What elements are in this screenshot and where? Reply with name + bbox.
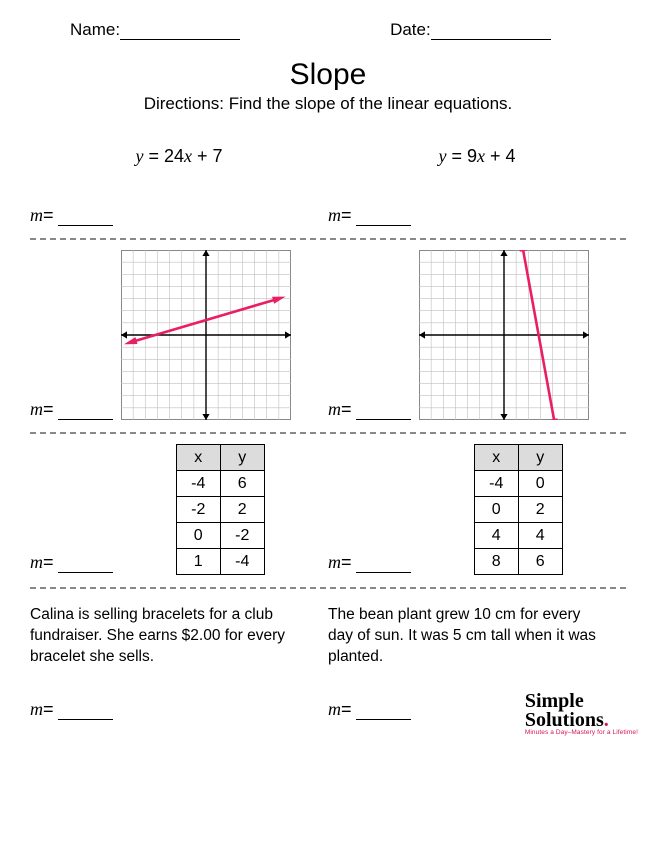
equation-right: y = 9x + 4 bbox=[328, 146, 626, 167]
table-header-x: x bbox=[176, 445, 220, 471]
answer-m-6: m = bbox=[328, 552, 411, 573]
graph-right bbox=[419, 250, 589, 420]
page-title: Slope bbox=[30, 58, 626, 92]
directions-text: Directions: Find the slope of the linear… bbox=[30, 94, 626, 114]
table-row: 86 bbox=[474, 549, 562, 575]
answer-blank[interactable] bbox=[58, 210, 113, 226]
graph-left bbox=[121, 250, 291, 420]
worksheet-header: Name: Date: bbox=[30, 20, 626, 40]
name-label: Name: bbox=[70, 20, 120, 40]
brand-logo: Simple Solutions. Minutes a Day–Mastery … bbox=[525, 692, 638, 736]
table-row: -22 bbox=[176, 497, 264, 523]
answer-blank[interactable] bbox=[356, 404, 411, 420]
answer-m-4: m = bbox=[328, 399, 411, 420]
name-blank[interactable] bbox=[120, 22, 240, 40]
word-problem-right: The bean plant grew 10 cm for every day … bbox=[328, 605, 626, 675]
equation-left: y = 24x + 7 bbox=[30, 146, 328, 167]
section-tables: m = xy-46-220-21-4 m = xy-40024486 bbox=[30, 434, 626, 589]
table-row: -46 bbox=[176, 471, 264, 497]
word-problem-left: Calina is selling bracelets for a club f… bbox=[30, 605, 328, 675]
date-blank[interactable] bbox=[431, 22, 551, 40]
table-row: 0-2 bbox=[176, 523, 264, 549]
table-header-x: x bbox=[474, 445, 518, 471]
date-label: Date: bbox=[390, 20, 431, 40]
answer-blank[interactable] bbox=[58, 704, 113, 720]
answer-blank[interactable] bbox=[58, 404, 113, 420]
answer-m-2: m = bbox=[328, 205, 626, 226]
answer-m-1: m = bbox=[30, 205, 328, 226]
table-row: 1-4 bbox=[176, 549, 264, 575]
answer-m-7: m = bbox=[30, 699, 328, 720]
section-equations: y = 24x + 7 m = y = 9x + 4 m = bbox=[30, 136, 626, 240]
answer-blank[interactable] bbox=[356, 210, 411, 226]
table-header-y: y bbox=[220, 445, 264, 471]
answer-blank[interactable] bbox=[58, 557, 113, 573]
table-row: -40 bbox=[474, 471, 562, 497]
answer-blank[interactable] bbox=[356, 704, 411, 720]
xy-table-right: xy-40024486 bbox=[474, 444, 563, 575]
table-header-y: y bbox=[518, 445, 562, 471]
table-row: 44 bbox=[474, 523, 562, 549]
answer-m-3: m = bbox=[30, 399, 113, 420]
answer-blank[interactable] bbox=[356, 557, 411, 573]
section-graphs: m = m = bbox=[30, 240, 626, 434]
xy-table-left: xy-46-220-21-4 bbox=[176, 444, 265, 575]
table-row: 02 bbox=[474, 497, 562, 523]
answer-m-5: m = bbox=[30, 552, 113, 573]
